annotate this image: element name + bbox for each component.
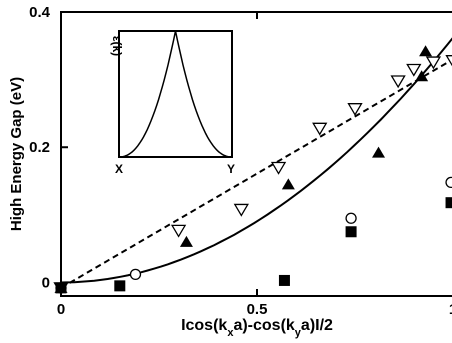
x-tick-label: 0.5: [247, 301, 268, 318]
open-triangle-marker: [425, 56, 442, 70]
filled-square-marker: [445, 197, 452, 209]
open-triangle-marker: [170, 224, 187, 238]
data-markers: [53, 45, 452, 296]
filled-triangle-marker: [281, 178, 295, 190]
dashed-fit-line: [60, 58, 452, 289]
x-tick-label: 1: [449, 301, 452, 318]
filled-triangle-marker: [419, 45, 433, 57]
filled-triangle-marker: [179, 235, 193, 247]
solid-fit-line: [60, 37, 452, 284]
filled-square-marker: [345, 226, 357, 238]
open-triangle-marker: [312, 122, 328, 136]
inset-x-label-x: X: [115, 162, 123, 176]
x-tick-label: 0: [57, 301, 65, 318]
axis-ticks: 0 0.5 1 0 0.2 0.4: [29, 4, 452, 318]
open-triangle-marker: [390, 75, 406, 89]
open-triangle-marker: [270, 161, 287, 175]
inset-dispersion-curve: [118, 30, 233, 158]
open-triangle-marker: [445, 55, 452, 67]
open-circle-marker: [345, 212, 357, 224]
inset-frame: [118, 30, 233, 158]
inset-x-label-y: Y: [227, 162, 235, 176]
y-axis-title: High Energy Gap (eV): [8, 77, 25, 231]
filled-square-marker: [278, 274, 290, 286]
y-tick-label: 0.2: [29, 139, 50, 156]
filled-square-marker: [114, 280, 126, 292]
fit-lines: [60, 37, 452, 289]
open-circle-marker: [129, 268, 142, 281]
open-triangle-marker: [406, 63, 422, 77]
y-tick-label: 0.4: [29, 4, 51, 21]
x-axis-title: Icos(kxa)-cos(kya)I/2: [181, 317, 333, 339]
y-tick-label: 0: [42, 274, 50, 291]
open-triangle-marker: [233, 203, 249, 217]
inset-chart: ε(k) X Y: [110, 30, 235, 176]
open-circle-marker: [445, 176, 452, 189]
open-triangle-marker: [347, 103, 363, 116]
filled-triangle-marker: [372, 146, 386, 158]
filled-triangle-marker: [415, 70, 429, 82]
filled-square-marker: [55, 282, 67, 294]
inset-y-label: ε(k): [110, 36, 124, 56]
